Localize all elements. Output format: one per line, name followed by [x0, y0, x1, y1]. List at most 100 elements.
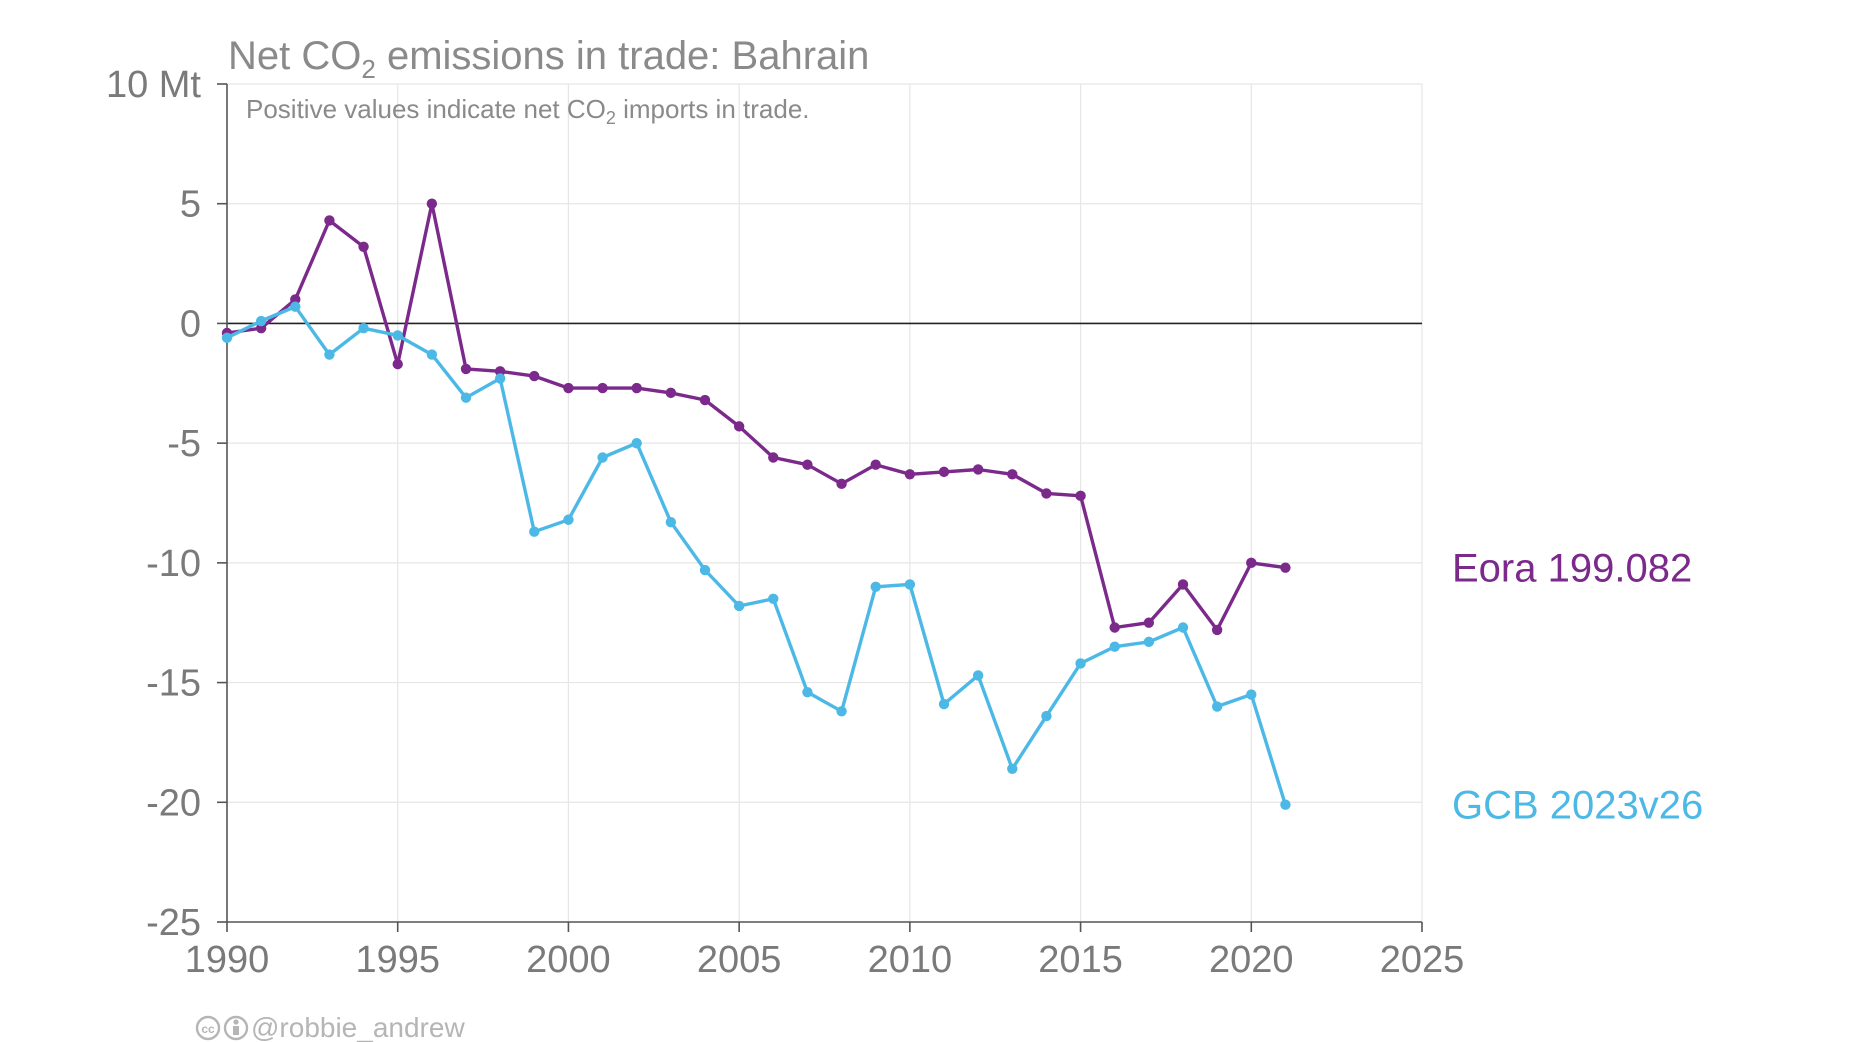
- data-point: [699, 394, 711, 406]
- data-point: [1075, 658, 1086, 669]
- x-tick-label: 2025: [1380, 939, 1465, 981]
- chart-title-post: emissions in trade: Bahrain: [376, 34, 870, 78]
- data-point: [324, 349, 335, 360]
- chart-subtitle: Positive values indicate net CO2 imports…: [246, 94, 810, 128]
- data-point: [563, 514, 574, 525]
- data-point: [733, 600, 745, 612]
- creative-commons-icon: cc: [195, 1015, 221, 1041]
- data-point: [733, 421, 745, 432]
- data-point: [221, 332, 233, 343]
- svg-text:cc: cc: [201, 1022, 215, 1036]
- credit: cc @robbie_andrew: [195, 1012, 465, 1042]
- data-point: [460, 392, 472, 403]
- x-tick-label: 2005: [697, 939, 782, 981]
- data-point: [836, 478, 847, 490]
- data-point: [426, 349, 438, 360]
- data-point: [597, 452, 608, 463]
- data-point: [1211, 701, 1223, 712]
- series-labels: Eora 199.082 GCB 2023v26: [1452, 547, 1703, 828]
- data-point: [358, 241, 369, 253]
- data-point: [802, 686, 813, 698]
- data-point: [290, 301, 301, 312]
- data-point: [1007, 469, 1018, 480]
- data-point: [1177, 579, 1189, 590]
- data-point: [392, 330, 403, 341]
- chart-subtitle-post: imports in trade.: [616, 94, 810, 124]
- y-tick-label: 0: [180, 303, 201, 345]
- data-point: [1143, 617, 1155, 628]
- chart-title-pre: Net CO: [228, 34, 361, 78]
- data-point: [665, 387, 677, 399]
- gridlines: [227, 83, 1423, 922]
- data-point: [290, 294, 301, 305]
- data-point: [460, 363, 472, 375]
- x-tick-label: 2010: [868, 939, 953, 981]
- data-point: [938, 466, 950, 478]
- data-point: [392, 358, 403, 370]
- data-point: [1177, 622, 1189, 633]
- data-point: [324, 215, 335, 226]
- y-tick-label: -10: [146, 543, 201, 585]
- data-point: [529, 526, 540, 537]
- data-point: [1280, 799, 1291, 810]
- data-point: [1246, 689, 1257, 700]
- data-point: [255, 323, 267, 334]
- x-tick-label: 2000: [526, 939, 611, 981]
- data-point: [1007, 763, 1018, 774]
- data-point: [494, 366, 506, 377]
- series-gcb: [221, 301, 1291, 810]
- data-point: [665, 516, 677, 528]
- data-point: [768, 452, 779, 463]
- y-tick-label: 10 Mt: [106, 64, 201, 106]
- data-point: [426, 198, 438, 209]
- data-point: [972, 670, 984, 681]
- series-label: Eora 199.082: [1452, 547, 1692, 591]
- data-point: [938, 698, 950, 710]
- data-point: [494, 373, 506, 384]
- series-line: [225, 305, 1288, 807]
- data-point: [972, 464, 984, 475]
- chart-subtitle-sub: 2: [606, 108, 616, 128]
- credit-handle: @robbie_andrew: [251, 1012, 465, 1042]
- x-tick-label: 1995: [355, 939, 440, 981]
- x-tick-label: 2015: [1038, 939, 1123, 981]
- data-point: [358, 323, 369, 334]
- data-point: [563, 382, 574, 394]
- series-label: GCB 2023v26: [1452, 784, 1703, 828]
- y-tick-label: -25: [146, 902, 201, 944]
- data-point: [768, 593, 779, 604]
- data-point: [255, 315, 267, 327]
- data-point: [1041, 710, 1052, 722]
- data-point: [904, 469, 916, 480]
- y-tick-labels: 10 Mt 5 0 -5 -10 -15 -20 -25: [106, 64, 201, 944]
- data-point: [1075, 490, 1086, 502]
- axes: [217, 83, 1423, 932]
- data-point: [631, 382, 642, 394]
- data-point: [870, 459, 881, 470]
- attribution-icon: [223, 1015, 249, 1041]
- chart-title: Net CO2 emissions in trade: Bahrain: [228, 34, 869, 84]
- chart-title-sub: 2: [361, 54, 375, 84]
- data-point: [802, 459, 813, 470]
- data-point: [1109, 641, 1120, 652]
- data-point: [1246, 557, 1257, 569]
- data-point: [1211, 624, 1223, 636]
- data-point: [699, 564, 711, 576]
- series-eora: [221, 198, 1291, 636]
- y-tick-label: 5: [180, 184, 201, 226]
- data-point: [1041, 488, 1052, 499]
- x-tick-labels: 1990 1995 2000 2005 2010 2015 2020 2025: [185, 939, 1465, 981]
- y-tick-label: -15: [146, 663, 201, 705]
- series-group: [221, 198, 1291, 810]
- data-point: [1280, 562, 1291, 573]
- y-tick-label: -5: [167, 423, 201, 465]
- data-point: [529, 370, 540, 382]
- x-tick-label: 2020: [1209, 939, 1294, 981]
- y-tick-label: -20: [146, 782, 201, 824]
- data-point: [836, 706, 847, 717]
- data-point: [904, 579, 916, 590]
- chart-subtitle-pre: Positive values indicate net CO: [246, 94, 606, 124]
- data-point: [1143, 636, 1155, 648]
- series-line: [225, 201, 1288, 632]
